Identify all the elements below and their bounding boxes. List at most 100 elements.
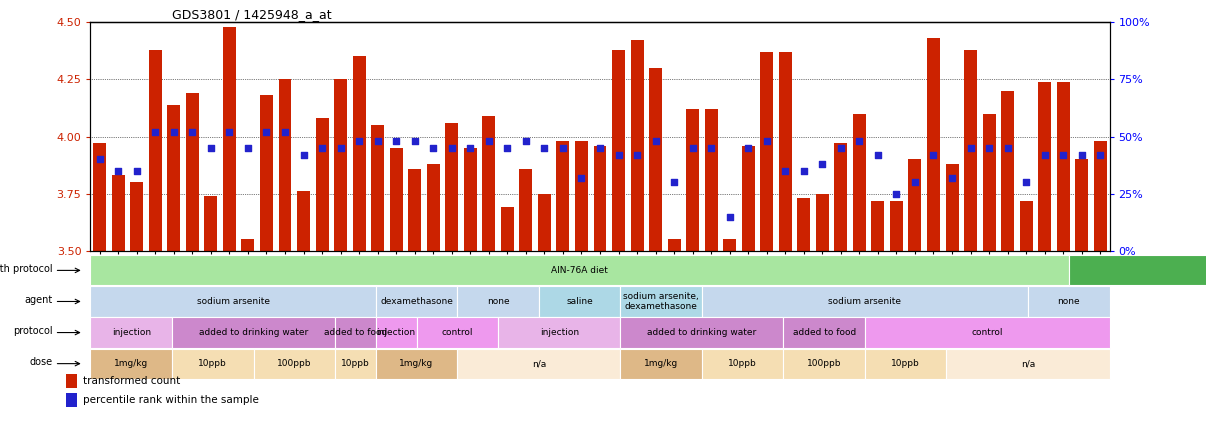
Bar [66,374,77,388]
Bar [575,141,589,251]
Bar [538,194,551,251]
Point [312,144,332,151]
Bar [500,207,514,251]
Bar [204,196,217,251]
Text: control: control [972,328,1003,337]
Bar [556,141,569,251]
Text: n/a: n/a [532,359,546,368]
Point [461,144,480,151]
Point [942,174,961,181]
Bar [168,104,181,251]
Bar [620,286,702,317]
Point [219,128,239,135]
Bar [784,317,865,348]
Text: added to drinking water: added to drinking water [648,328,756,337]
Bar [1056,82,1070,251]
Bar [742,146,755,251]
Text: none: none [1058,297,1081,306]
Point [183,128,203,135]
Bar [611,50,625,251]
Text: 10ppb: 10ppb [198,359,227,368]
Point [906,179,925,186]
Bar [408,169,421,251]
Bar [1038,82,1052,251]
Text: added to food: added to food [792,328,856,337]
Point [1072,151,1091,159]
Text: added to food: added to food [323,328,387,337]
Bar [1094,141,1107,251]
Point [775,167,795,174]
Bar [593,146,607,251]
Point [534,144,554,151]
Point [794,167,813,174]
Text: n/a: n/a [1020,359,1035,368]
Point [201,144,221,151]
Bar [797,198,810,251]
Point [294,151,314,159]
Bar [482,116,496,251]
Point [330,144,350,151]
Point [127,167,146,174]
Bar [241,239,254,251]
Point [164,128,183,135]
Point [350,138,369,145]
Bar [297,191,310,251]
Bar [457,349,620,379]
Text: 1mg/kg: 1mg/kg [399,359,434,368]
Point [831,144,850,151]
Point [1054,151,1073,159]
Point [257,128,276,135]
Bar [445,123,458,251]
Bar [223,27,236,251]
Bar [335,317,376,348]
Point [443,144,462,151]
Bar [964,50,977,251]
Bar [376,349,457,379]
Text: sodium arsenite: sodium arsenite [829,297,901,306]
Bar [1001,91,1014,251]
Text: 100ppb: 100ppb [277,359,311,368]
Bar [172,349,253,379]
Bar [376,286,457,317]
Bar [947,349,1110,379]
Point [1017,179,1036,186]
Bar [815,194,829,251]
Bar [835,143,848,251]
Text: sodium arsenite,
dexamethasone: sodium arsenite, dexamethasone [624,292,699,311]
Point [813,160,832,167]
Bar [872,201,884,251]
Point [683,144,702,151]
Point [997,144,1017,151]
Point [590,144,609,151]
Bar [890,201,903,251]
Bar [539,286,620,317]
Bar [130,182,144,251]
Text: added to drinking water: added to drinking water [199,328,308,337]
Bar [927,38,939,251]
Point [646,138,666,145]
Bar [631,40,644,251]
Bar [520,169,532,251]
Bar [352,56,365,251]
Text: 10ppb: 10ppb [341,359,370,368]
Text: 100ppb: 100ppb [807,359,842,368]
Bar [376,317,416,348]
Point [554,144,573,151]
Point [1035,151,1054,159]
Text: injection: injection [112,328,151,337]
Text: injection: injection [539,328,579,337]
Bar [335,349,376,379]
Point [479,138,498,145]
Bar [253,349,335,379]
Bar [702,286,1028,317]
Point [961,144,980,151]
Point [368,138,387,145]
Bar [93,143,106,251]
Bar [946,164,959,251]
Bar [1019,201,1032,251]
Bar [90,286,376,317]
Bar [390,148,403,251]
Bar [784,349,865,379]
Point [516,138,535,145]
Bar [779,52,792,251]
